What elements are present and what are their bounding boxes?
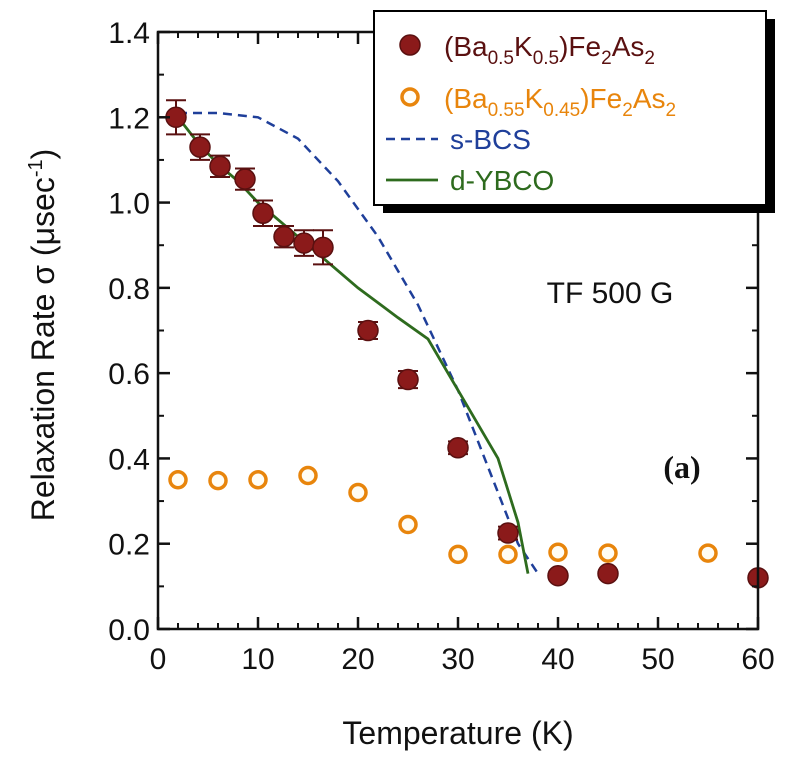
filled-data-point <box>447 437 469 459</box>
y-tick-label: 1.0 <box>108 188 150 221</box>
filled-data-point <box>357 319 379 342</box>
legend-box <box>373 10 767 206</box>
legend: (Ba0.5K0.5)Fe2As2 (Ba0.55K0.45)Fe2As2s-BC… <box>373 10 775 213</box>
x-tick-label: 0 <box>150 643 167 676</box>
open-data-point <box>548 542 568 562</box>
open-data-point <box>448 544 468 565</box>
legend-sbcs-label: s-BCS <box>450 124 531 155</box>
x-tick-label: 30 <box>441 643 474 676</box>
open-data-point <box>298 465 318 486</box>
x-tick-label: 60 <box>741 643 774 676</box>
legend-dybco-label: d-YBCO <box>450 165 554 196</box>
x-tick-label: 50 <box>641 643 674 676</box>
filled-data-point <box>293 232 315 254</box>
y-tick-label: 0.4 <box>108 443 150 476</box>
y-tick-label: 0.0 <box>108 614 150 647</box>
open-data-point <box>248 470 268 490</box>
s-bcs-curve <box>178 111 540 575</box>
filled-data-point <box>252 202 274 224</box>
filled-data-point <box>597 562 619 585</box>
x-tick-label: 40 <box>541 643 574 676</box>
panel-label: (a) <box>663 449 700 485</box>
x-axis-label: Temperature (K) <box>342 715 573 751</box>
y-tick-label: 0.8 <box>108 273 150 306</box>
filled-data-point <box>273 225 295 248</box>
open-data-point <box>698 543 718 563</box>
filled-data-point <box>312 236 334 259</box>
open-data-point <box>398 514 418 535</box>
field-annotation: TF 500 G <box>547 277 674 310</box>
open-data-point <box>208 470 228 491</box>
open-data-point <box>498 544 518 565</box>
legend-open-marker <box>400 87 420 107</box>
y-axis-label: Relaxation Rate σ (μsec-1) <box>25 149 61 522</box>
filled-data-point <box>189 136 211 158</box>
y-tick-label: 1.2 <box>108 102 150 135</box>
y-tick-label: 0.6 <box>108 358 150 391</box>
x-tick-label: 10 <box>241 643 274 676</box>
legend-filled-label: (Ba0.5K0.5)Fe2As2 <box>444 31 655 69</box>
filled-data-point <box>234 168 256 190</box>
legend-open-label: (Ba0.55K0.45)Fe2As2 <box>444 83 676 121</box>
open-data-point <box>598 543 618 563</box>
y-tick-label: 0.2 <box>108 529 150 562</box>
filled-data-point <box>397 368 419 391</box>
y-tick-label: 1.4 <box>108 17 150 50</box>
filled-data-point <box>497 522 519 544</box>
filled-data-point <box>547 564 569 587</box>
x-tick-label: 20 <box>341 643 374 676</box>
open-data-point <box>168 470 188 490</box>
filled-data-point <box>209 155 231 178</box>
open-data-point <box>348 482 368 503</box>
legend-filled-marker <box>399 34 421 56</box>
